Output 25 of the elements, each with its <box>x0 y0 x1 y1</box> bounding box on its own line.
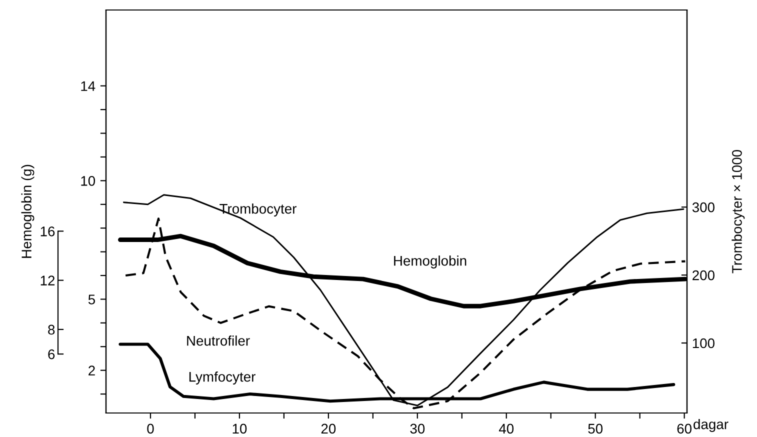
series-label: Neutrofiler <box>187 336 250 346</box>
y-tick-label: 5 <box>88 294 95 304</box>
y3-axis-title: Hemoglobin (g) <box>21 164 34 258</box>
x-tick-label: 0 <box>147 424 154 434</box>
y2-tick-label: 300 <box>692 202 714 212</box>
y-tick-label: 10 <box>81 176 96 186</box>
y-tick-label: 14 <box>81 81 96 91</box>
y3-tick-label: 6 <box>48 349 55 360</box>
x-tick-label: 20 <box>321 424 336 434</box>
x-tick-label: 30 <box>410 424 425 434</box>
y-tick-label: 2 <box>88 366 95 376</box>
x-axis-title: dagar <box>694 419 728 432</box>
series-label: Hemoglobin <box>394 256 466 268</box>
x-tick-label: 10 <box>232 424 247 434</box>
y2-tick-label: 200 <box>692 270 714 280</box>
series-label: Lymfocyter <box>189 372 256 384</box>
y2-tick-label: 100 <box>692 338 714 348</box>
series-label: Trombocyter <box>220 204 296 216</box>
x-tick-label: 50 <box>588 424 603 434</box>
y2-axis-title: Trombocyter × 1000 <box>732 150 745 274</box>
y3-tick-label: 12 <box>40 276 55 286</box>
y3-tick-label: 8 <box>48 324 55 335</box>
y3-tick-label: 16 <box>40 226 55 236</box>
x-tick-label: 60 <box>677 424 692 434</box>
x-tick-label: 40 <box>498 424 514 434</box>
